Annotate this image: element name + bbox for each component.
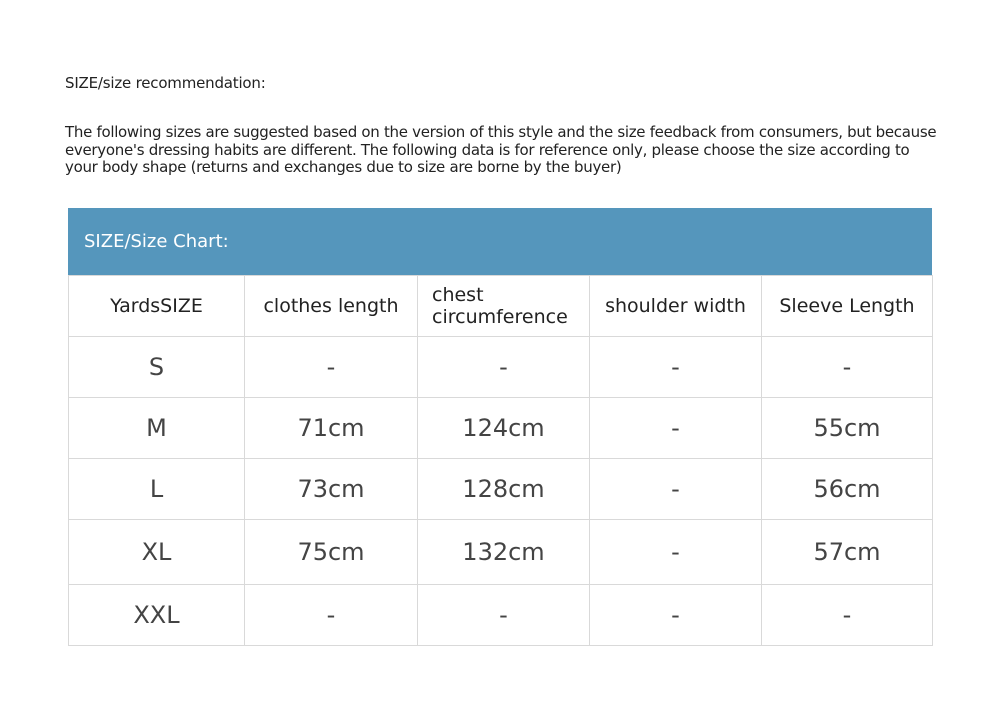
size-chart-title: SIZE/Size Chart: — [84, 231, 229, 252]
table-cell: L — [68, 458, 245, 520]
table-cell: - — [589, 584, 762, 646]
table-cell: - — [761, 336, 933, 398]
table-row: XL 75cm 132cm - 57cm — [68, 519, 933, 585]
table-cell: - — [761, 584, 933, 646]
table-cell: - — [589, 397, 762, 459]
table-cell: XXL — [68, 584, 245, 646]
table-cell: 73cm — [244, 458, 418, 520]
size-description: The following sizes are suggested based … — [65, 123, 937, 176]
column-header: Sleeve Length — [761, 275, 933, 337]
size-chart-header: SIZE/Size Chart: — [68, 208, 932, 275]
table-cell: 124cm — [417, 397, 590, 459]
table-cell: 128cm — [417, 458, 590, 520]
table-cell: - — [589, 519, 762, 585]
table-cell: 57cm — [761, 519, 933, 585]
column-header: clothes length — [244, 275, 418, 337]
table-row: M 71cm 124cm - 55cm — [68, 397, 933, 459]
table-cell: 55cm — [761, 397, 933, 459]
table-cell: - — [417, 584, 590, 646]
table-cell: 75cm — [244, 519, 418, 585]
table-cell: - — [244, 584, 418, 646]
table-row: XXL - - - - — [68, 584, 933, 646]
table-cell: 56cm — [761, 458, 933, 520]
size-table: YardsSIZE clothes length chest circumfer… — [68, 275, 933, 646]
table-cell: XL — [68, 519, 245, 585]
table-row: L 73cm 128cm - 56cm — [68, 458, 933, 520]
table-row: S - - - - — [68, 336, 933, 398]
table-cell: 132cm — [417, 519, 590, 585]
table-cell: S — [68, 336, 245, 398]
table-cell: - — [589, 458, 762, 520]
table-cell: M — [68, 397, 245, 459]
table-cell: - — [589, 336, 762, 398]
page-title: SIZE/size recommendation: — [65, 74, 266, 92]
table-cell: - — [244, 336, 418, 398]
column-header: chest circumference — [417, 275, 590, 337]
column-header: YardsSIZE — [68, 275, 245, 337]
table-header-row: YardsSIZE clothes length chest circumfer… — [68, 275, 933, 337]
table-cell: 71cm — [244, 397, 418, 459]
column-header: shoulder width — [589, 275, 762, 337]
size-chart: SIZE/Size Chart: YardsSIZE clothes lengt… — [68, 208, 933, 646]
table-cell: - — [417, 336, 590, 398]
